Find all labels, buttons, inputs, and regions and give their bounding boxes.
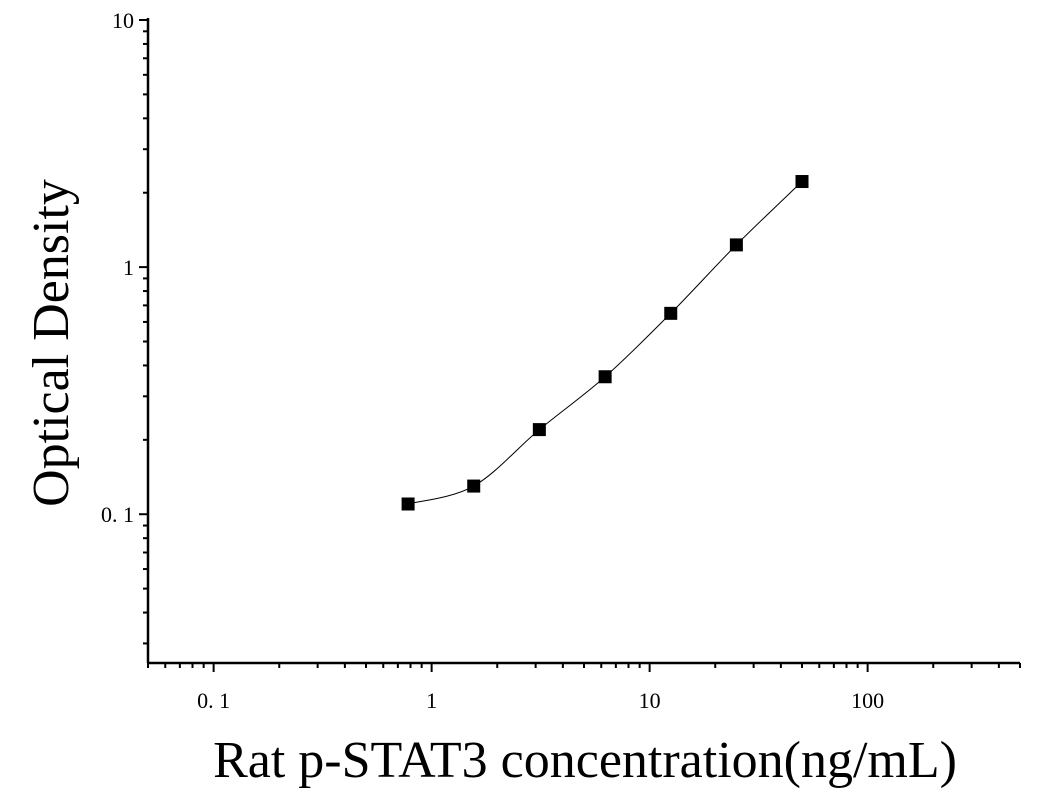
- fit-curve: [407, 181, 803, 505]
- x-tick-label: 1: [426, 688, 437, 713]
- axes: [146, 18, 1020, 665]
- data-point-marker: [467, 479, 481, 493]
- data-point-marker: [598, 370, 612, 384]
- y-tick-label: 10: [112, 8, 134, 33]
- x-tick-label: 10: [639, 688, 661, 713]
- data-point-marker: [401, 497, 415, 511]
- data-point-marker: [795, 175, 809, 189]
- ticks: 0. 1 1 10 0. 1 1 10 100: [101, 8, 1021, 713]
- data-point-marker: [729, 238, 743, 252]
- data-point-marker: [664, 306, 678, 320]
- x-tick-label: 100: [851, 688, 884, 713]
- x-axis-title: Rat p-STAT3 concentration(ng/mL): [213, 732, 957, 789]
- y-axis-title: Optical Density: [23, 179, 80, 507]
- x-tick-label: 0. 1: [197, 688, 230, 713]
- data-points: [401, 175, 809, 511]
- y-tick-label: 0. 1: [101, 502, 134, 527]
- data-point-marker: [532, 423, 546, 437]
- y-tick-label: 1: [123, 255, 134, 280]
